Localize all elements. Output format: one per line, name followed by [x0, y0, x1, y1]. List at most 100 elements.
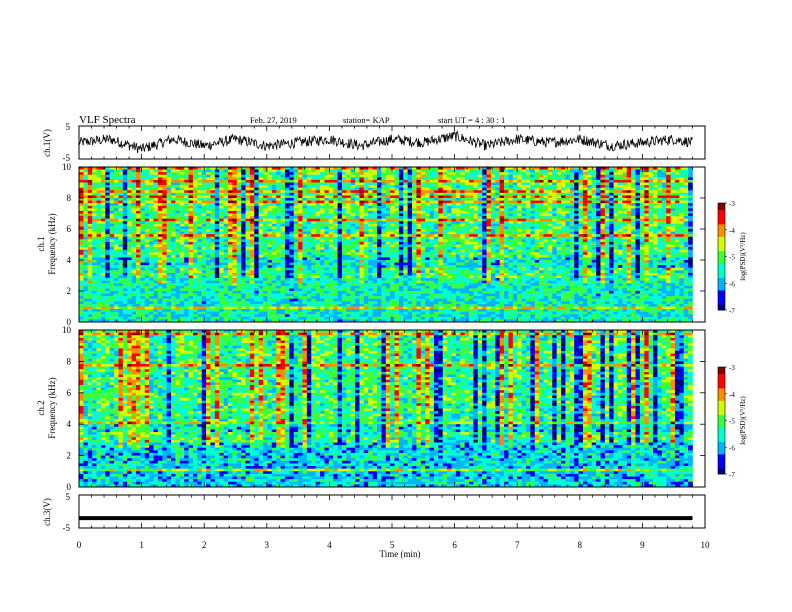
spectrogram-cell: [276, 254, 281, 258]
spectrogram-cell: [271, 179, 277, 183]
spectrogram-cell: [670, 234, 676, 238]
spectrogram-cell: [394, 216, 400, 219]
spectrogram-cell: [407, 203, 413, 207]
spectrogram-cell: [556, 236, 562, 240]
spectrogram-cell: [574, 234, 579, 238]
spectrogram-cell: [87, 244, 93, 248]
spectrogram-cell: [490, 234, 496, 238]
spectrogram-cell: [271, 231, 277, 235]
spectrogram-cell: [447, 179, 452, 183]
spectrogram-cell: [508, 182, 514, 186]
spectrogram-cell: [552, 177, 557, 181]
spectrogram-cell: [683, 203, 689, 207]
spectrogram-cell: [596, 231, 601, 235]
spectrogram-cell: [284, 198, 290, 201]
spectrogram-cell: [547, 236, 553, 240]
spectrogram-cell: [267, 221, 273, 225]
spectrogram-cell: [171, 190, 176, 194]
spectrogram-cell: [530, 254, 536, 258]
spectrogram-cell: [166, 200, 172, 204]
spectrogram-cell: [525, 226, 531, 230]
spectrogram-cell: [298, 221, 303, 225]
spectrogram-cell: [320, 231, 325, 235]
spectrogram-cell: [482, 226, 487, 230]
spectrogram-cell: [477, 216, 483, 219]
spectrogram-cell: [157, 229, 163, 232]
spectrogram-cell: [473, 249, 479, 253]
spectrogram-cell: [604, 239, 610, 243]
spectrogram-cell: [578, 249, 584, 253]
spectrogram-cell: [587, 210, 592, 214]
spectrogram-cell: [206, 229, 211, 232]
spectrogram-cell: [582, 190, 588, 194]
spectrogram-cell: [499, 247, 505, 250]
spectrogram-cell: [306, 195, 312, 199]
spectrogram-cell: [473, 192, 479, 196]
spectrogram-cell: [451, 205, 457, 209]
spectrogram-cell: [477, 236, 483, 240]
spectrogram-cell: [271, 208, 277, 212]
spectrogram-cell: [429, 231, 435, 235]
spectrogram-cell: [372, 210, 378, 214]
spectrogram-cell: [617, 195, 623, 199]
spectrogram-cell: [569, 195, 575, 199]
spectrogram-cell: [227, 216, 233, 219]
ch1-ytick-top: 5: [66, 122, 71, 132]
spectrogram-cell: [219, 208, 224, 212]
spectrogram-cell: [162, 213, 167, 217]
spectrogram-cell: [390, 239, 395, 243]
spectrogram-cell: [298, 218, 303, 222]
spectrogram-cell: [644, 169, 649, 173]
spectrogram-cell: [425, 203, 430, 207]
spectrogram-cell: [679, 198, 685, 201]
spectrogram-cell: [438, 241, 443, 245]
spectrogram-cell: [495, 254, 500, 258]
spectrogram-cell: [214, 239, 220, 243]
spectrogram-cell: [284, 226, 290, 230]
spectrogram-cell: [648, 234, 654, 238]
spectrogram-cell: [473, 223, 479, 227]
spectrogram-cell: [416, 247, 422, 250]
spectrogram-cell: [587, 218, 592, 222]
spectrogram-cell: [569, 182, 575, 186]
spectrogram-cell: [302, 205, 308, 209]
spectrogram-cell: [263, 203, 268, 207]
spectrogram-cell: [114, 200, 119, 204]
spectrogram-cell: [92, 223, 97, 227]
spectrogram-cell: [530, 213, 536, 217]
spectrogram-cell: [582, 187, 588, 191]
spectrogram-cell: [171, 252, 176, 256]
spectrogram-cell: [289, 231, 295, 235]
spectrogram-cell: [534, 198, 540, 201]
spectrogram-cell: [390, 221, 395, 225]
spectrogram-cell: [604, 231, 610, 235]
spectrogram-cell: [197, 185, 202, 188]
spectrogram-cell: [530, 172, 536, 176]
spectrogram-cell: [613, 226, 619, 230]
spectrogram-cell: [320, 179, 325, 183]
spectrogram-cell: [271, 200, 277, 204]
spectrogram-cell: [276, 185, 281, 188]
spectrogram-cell: [227, 223, 233, 227]
spectrogram-cell: [670, 200, 676, 204]
spectrogram-cell: [420, 205, 426, 209]
spectrogram-cell: [631, 234, 636, 238]
spectrogram-cell: [653, 239, 658, 243]
spectrogram-cell: [631, 190, 636, 194]
spectrogram-cell: [381, 200, 387, 204]
spectrogram-cell: [657, 231, 663, 235]
spectrogram-cell: [495, 231, 500, 235]
spectrogram-cell: [333, 247, 338, 250]
spectrogram-cell: [201, 247, 207, 250]
spectrogram-cell: [227, 213, 233, 217]
spectrogram-cell: [596, 241, 601, 245]
spectrogram-cell: [622, 247, 628, 250]
spectrogram-cell: [118, 208, 124, 212]
spectrogram-cell: [337, 254, 343, 258]
spectrogram-cell: [390, 167, 395, 170]
spectrogram-cell: [438, 172, 443, 176]
spectrogram-cell: [464, 203, 470, 207]
spectrogram-cell: [565, 241, 571, 245]
spectrogram-cell: [657, 208, 663, 212]
spectrogram-cell: [206, 254, 211, 258]
